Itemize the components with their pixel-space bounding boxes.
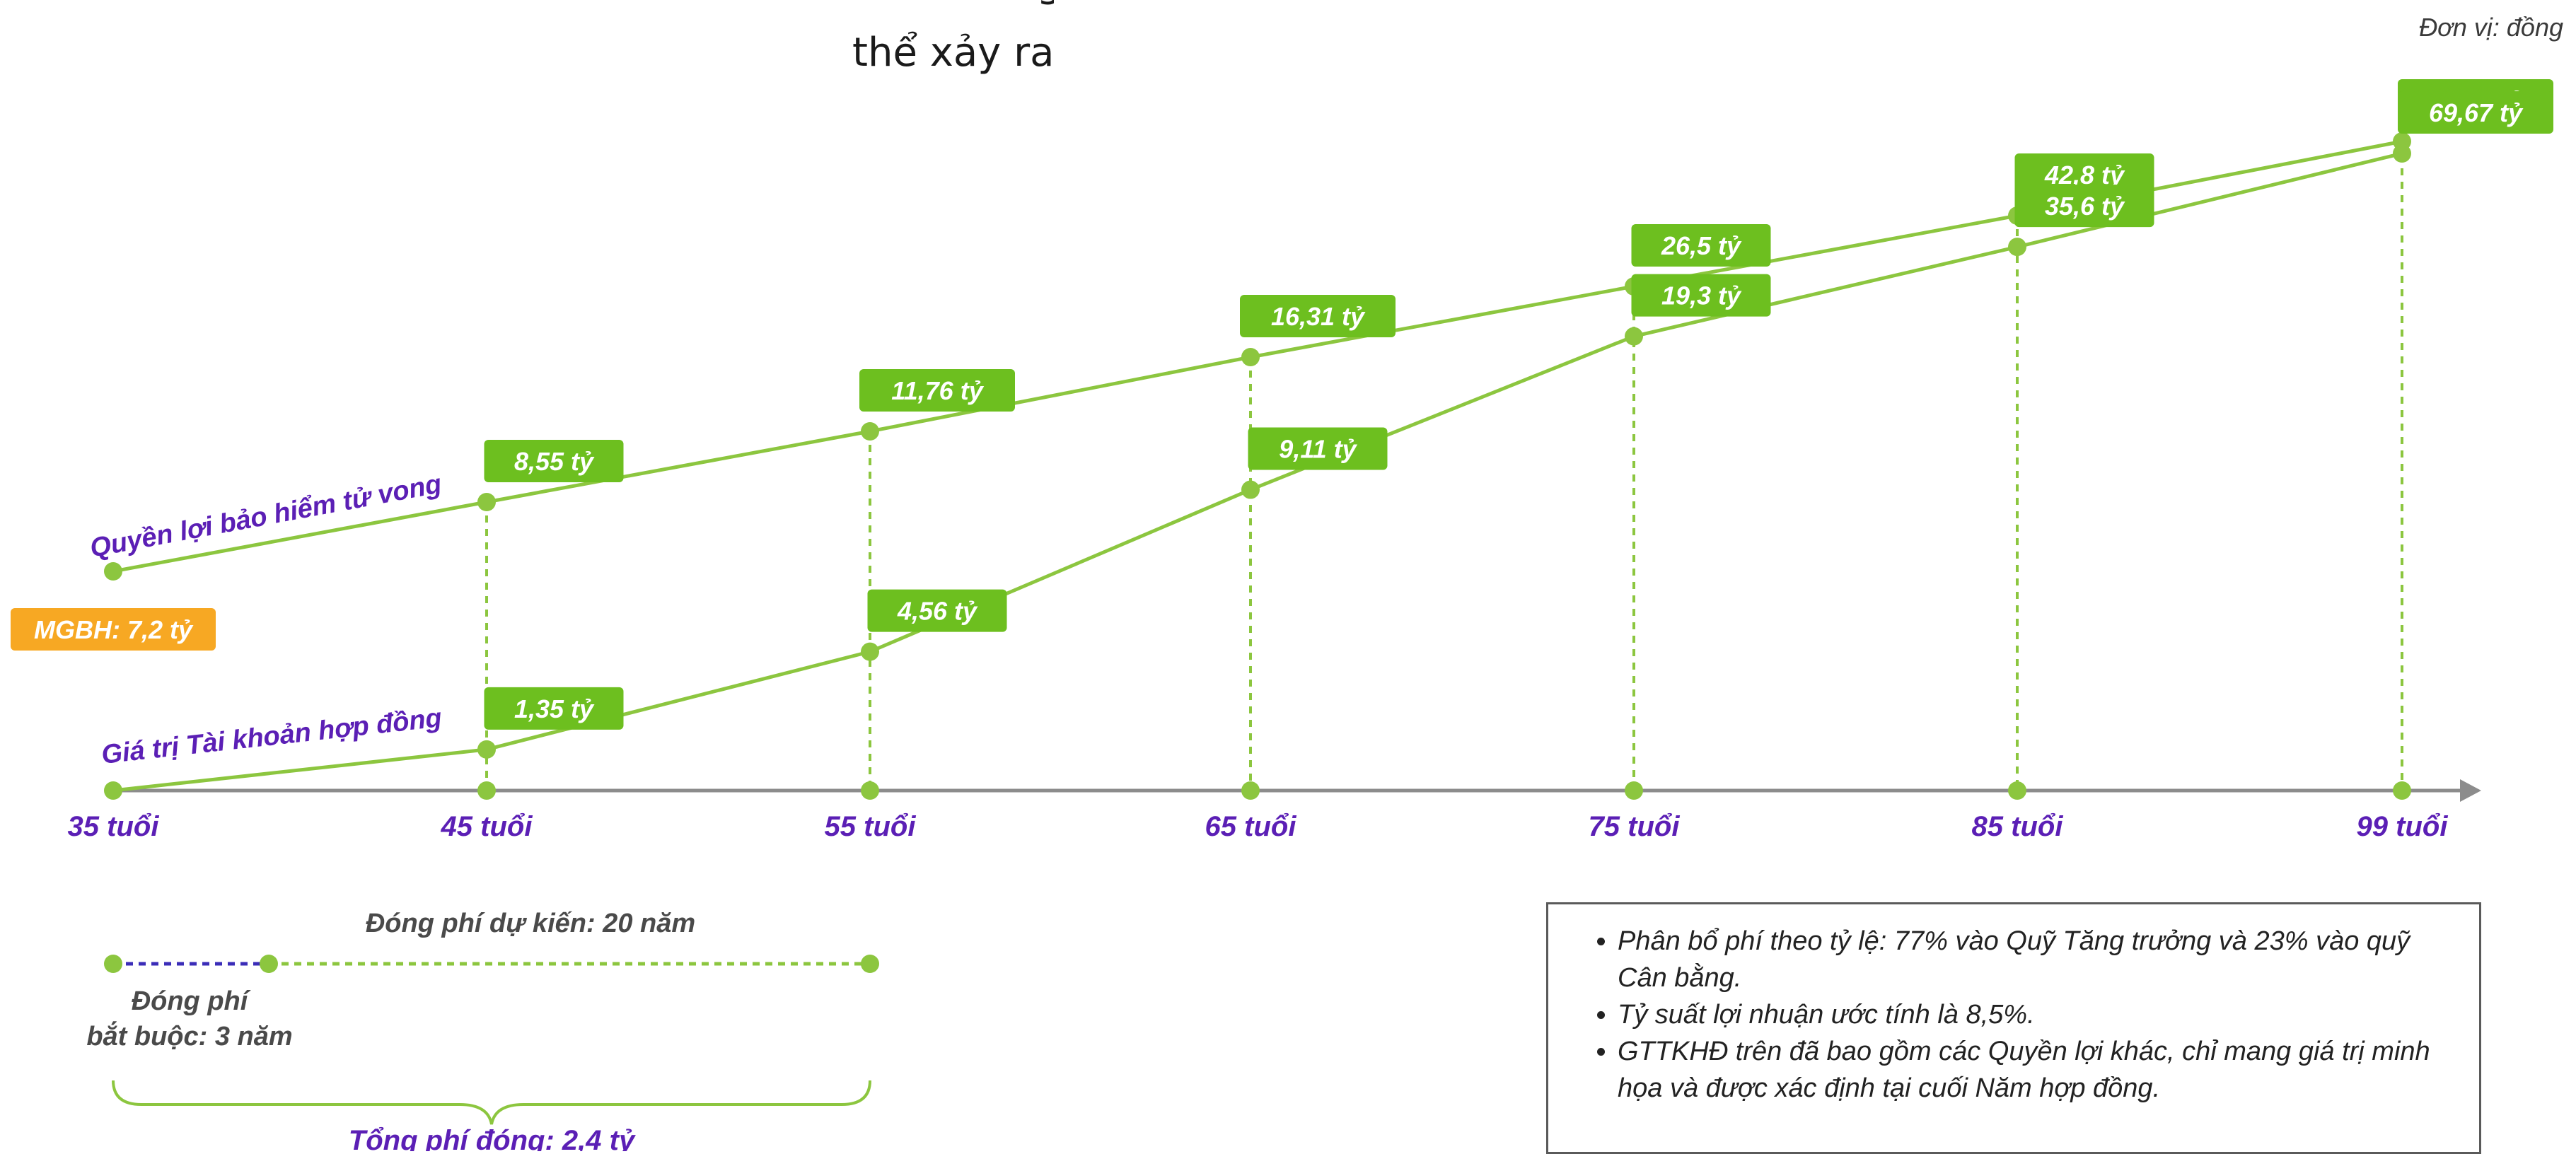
- value-badge-s0-5-text: 42,8 tỷ: [2044, 161, 2125, 190]
- value-badge-s0-4: 26,5 tỷ: [1631, 224, 1771, 267]
- value-badge-s1-6-text: 69,67 tỷ: [2429, 98, 2524, 127]
- value-badge-s1-1: 1,35 tỷ: [484, 687, 624, 730]
- notes-box: Phân bổ phí theo tỷ lệ: 77% vào Quỹ Tăng…: [1546, 902, 2481, 1154]
- data-point-s1-5: [2008, 238, 2026, 257]
- value-badge-s1-2-text: 4,56 tỷ: [897, 597, 978, 626]
- data-point-s1-4: [1625, 327, 1643, 346]
- tick-label-1: 45 tuổi: [441, 811, 533, 842]
- value-badge-s0-3: 16,31 tỷ: [1240, 295, 1396, 337]
- series-name-0: Quyền lợi bảo hiểm tử vong: [88, 469, 444, 563]
- mgbh-badge-text: MGBH: 7,2 tỷ: [34, 615, 194, 644]
- data-point-s0-1: [477, 493, 496, 511]
- value-badge-s1-4-text: 19,3 tỷ: [1661, 281, 1742, 310]
- value-badge-s1-4: 19,3 tỷ: [1631, 274, 1771, 317]
- tick-label-3: 65 tuổi: [1205, 811, 1297, 842]
- mgbh-badge: MGBH: 7,2 tỷ: [11, 608, 216, 651]
- x-axis-arrow: [2460, 779, 2481, 802]
- tick-label-4: 75 tuổi: [1589, 811, 1681, 842]
- mgbh-badge-bg: [11, 608, 216, 651]
- value-badge-s1-5-bg: [2014, 185, 2154, 228]
- timeline-mandatory-label-1: Đóng phí: [132, 986, 251, 1016]
- data-point-s0-3: [1241, 348, 1260, 366]
- axis-point-3: [1241, 781, 1260, 800]
- header-fragment-line2: thể xảy ra: [852, 30, 1055, 76]
- value-badge-s1-3-bg: [1248, 427, 1388, 470]
- value-badge-s1-5: 35,6 tỷ: [2014, 185, 2154, 228]
- notes-list: Phân bổ phí theo tỷ lệ: 77% vào Quỹ Tăng…: [1584, 923, 2458, 1107]
- tick-label-0: 35 tuổi: [68, 811, 160, 842]
- header-fragment-line1: cho những ảnh hưởng không may có: [852, 0, 1054, 8]
- total-brace: [112, 1080, 871, 1125]
- value-badge-s0-2-text: 11,76 tỷ: [891, 376, 984, 405]
- timeline-point-0: [104, 955, 122, 973]
- value-badge-s1-2-bg: [867, 589, 1007, 632]
- value-badge-s0-2-bg: [859, 369, 1015, 412]
- value-badge-s1-1-bg: [484, 687, 624, 730]
- axis-point-4: [1625, 781, 1643, 800]
- header-fragment: cho những ảnh hưởng không may có thể xảy…: [852, 0, 1054, 78]
- value-badge-s0-3-text: 16,31 tỷ: [1271, 302, 1366, 331]
- value-badge-s0-1-text: 8,55 tỷ: [514, 447, 595, 476]
- total-premium-label: Tổng phí đóng: 2,4 tỷ: [349, 1125, 636, 1151]
- value-badge-s1-6: 69,67 tỷ: [2398, 91, 2553, 134]
- value-badge-s1-3: 9,11 tỷ: [1248, 427, 1388, 470]
- value-badge-s1-4-bg: [1631, 274, 1771, 317]
- unit-label: Đơn vị: đồng: [2419, 13, 2563, 42]
- axis-point-1: [477, 781, 496, 800]
- tick-label-2: 55 tuổi: [825, 811, 917, 842]
- data-point-s1-6: [2393, 144, 2411, 163]
- note-item: GTTKHĐ trên đã bao gồm các Quyền lợi khá…: [1618, 1033, 2458, 1107]
- timeline-mandatory-label-2: bắt buộc: 3 năm: [86, 1020, 292, 1051]
- tick-label-5: 85 tuổi: [1972, 811, 2064, 842]
- axis-point-0: [104, 781, 122, 800]
- value-badge-s1-5-text: 35,6 tỷ: [2045, 192, 2125, 221]
- axis-point-6: [2393, 781, 2411, 800]
- value-badge-s1-1-text: 1,35 tỷ: [514, 694, 595, 723]
- data-point-s1-3: [1241, 480, 1260, 499]
- value-badge-s0-4-bg: [1631, 224, 1771, 267]
- series-line-1: [112, 151, 2403, 793]
- note-item: Tỷ suất lợi nhuận ước tính là 8,5%.: [1618, 996, 2458, 1033]
- axis-point-5: [2008, 781, 2026, 800]
- timeline-point-1: [260, 955, 278, 973]
- data-point-s0-0: [104, 562, 122, 581]
- value-badge-s1-2: 4,56 tỷ: [867, 589, 1007, 632]
- tick-label-6: 99 tuổi: [2357, 811, 2449, 842]
- note-item: Phân bổ phí theo tỷ lệ: 77% vào Quỹ Tăng…: [1618, 923, 2458, 996]
- timeline-expected-label: Đóng phí dự kiến: 20 năm: [366, 909, 695, 938]
- value-badge-s0-4-text: 26,5 tỷ: [1661, 231, 1742, 260]
- timeline-point-2: [861, 955, 879, 973]
- value-badge-s1-3-text: 9,11 tỷ: [1279, 435, 1357, 464]
- value-badge-s0-1: 8,55 tỷ: [484, 440, 624, 482]
- data-point-s1-1: [477, 740, 496, 759]
- value-badge-s0-1-bg: [484, 440, 624, 482]
- data-point-s1-2: [861, 642, 879, 661]
- value-badge-s1-6-bg: [2398, 91, 2553, 134]
- axis-point-2: [861, 781, 879, 800]
- data-point-s0-2: [861, 422, 879, 441]
- value-badge-s0-2: 11,76 tỷ: [859, 369, 1015, 412]
- value-badge-s0-3-bg: [1240, 295, 1396, 337]
